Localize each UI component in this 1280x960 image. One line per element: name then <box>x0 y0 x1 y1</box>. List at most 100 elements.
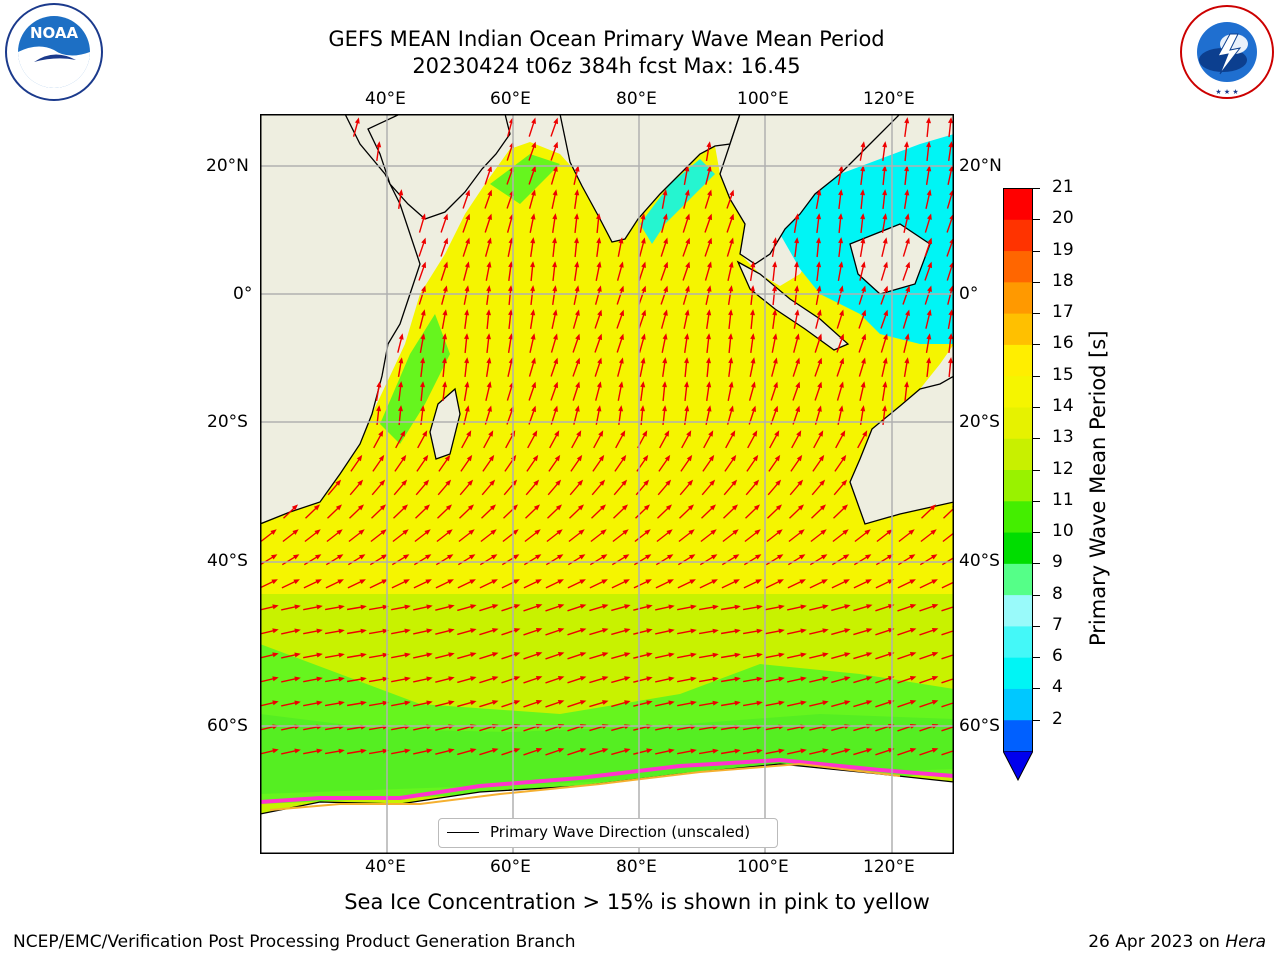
wave-arrow-head <box>844 652 851 658</box>
legend-line-swatch <box>447 832 479 833</box>
wave-arrow-head <box>686 454 693 462</box>
wave-arrow-head <box>800 652 807 658</box>
wave-arrow-head <box>752 430 758 437</box>
wave-arrow-head <box>864 529 871 535</box>
colorbar-tick-mark <box>1033 657 1040 659</box>
wave-arrow-head <box>866 700 873 705</box>
wave-arrow-head <box>712 652 719 658</box>
wave-arrow-head <box>624 748 631 754</box>
wave-arrow-head <box>706 141 712 148</box>
wave-arrow-head <box>926 357 932 364</box>
wave-arrow-head <box>535 604 543 609</box>
wave-arrow-head <box>574 189 580 196</box>
wave-arrow-head <box>706 333 711 340</box>
wave-arrow-head <box>420 309 426 316</box>
wave-arrow-head <box>822 652 829 658</box>
wave-arrow-head <box>707 213 712 221</box>
wave-arrow-head <box>470 628 477 634</box>
colorbar-segment <box>1003 500 1033 533</box>
wave-arrow-head <box>690 628 697 634</box>
wave-arrow-head <box>948 165 954 172</box>
wave-arrow-head <box>530 261 535 268</box>
wave-arrow-head <box>818 430 824 437</box>
wave-arrow-head <box>800 604 807 610</box>
wave-arrow-head <box>316 628 323 634</box>
wave-arrow-head <box>800 628 807 634</box>
wave-arrow-head <box>866 604 873 609</box>
wave-arrow-head <box>908 529 915 535</box>
wave-arrow-head <box>574 237 579 244</box>
wave-arrow-head <box>531 141 536 149</box>
wave-arrow-head <box>508 261 514 268</box>
wave-arrow-head <box>930 529 937 535</box>
wave-arrow-head <box>838 237 844 244</box>
wave-arrow-head <box>443 213 448 221</box>
wave-arrow-head <box>686 430 692 437</box>
noaa-logo-text: NOAA <box>30 24 79 42</box>
wave-arrow-head <box>575 309 580 316</box>
wave-arrow-head <box>774 430 780 437</box>
wave-arrow-head <box>400 430 406 437</box>
wave-arrow-shaft <box>942 532 954 543</box>
wave-arrow-head <box>690 700 697 706</box>
wave-arrow-head <box>882 213 888 220</box>
wave-arrow-head <box>642 454 649 462</box>
wave-arrow-head <box>380 529 387 535</box>
wave-arrow-head <box>821 579 828 585</box>
wave-arrow-head <box>643 504 650 511</box>
wave-arrow-head <box>819 479 826 486</box>
wave-arrow-head <box>557 700 565 705</box>
wave-arrow-head <box>401 504 408 511</box>
wave-direction-arrows <box>260 117 954 756</box>
wave-arrow-head <box>861 285 866 292</box>
colorbar-tick-mark <box>1033 625 1040 627</box>
wave-arrow-head <box>489 479 496 486</box>
wave-arrow-head <box>729 189 734 197</box>
wave-arrow-head <box>421 237 426 245</box>
wave-arrow-head <box>577 504 584 511</box>
wave-arrow-head <box>822 628 829 634</box>
wave-arrow-head <box>464 333 469 340</box>
wave-arrow-head <box>662 189 668 196</box>
wave-arrow-head <box>470 748 477 754</box>
wave-arrow-head <box>797 479 804 486</box>
colorbar-segment <box>1003 563 1033 596</box>
wave-arrow-head <box>514 700 521 705</box>
wave-arrow-head <box>667 579 674 585</box>
wave-arrow-head <box>712 700 719 706</box>
wave-arrow-head <box>294 700 301 706</box>
wave-arrow-head <box>839 333 844 341</box>
wave-arrow-head <box>883 333 888 340</box>
wave-arrow-head <box>817 333 822 340</box>
wave-arrow-head <box>575 333 580 341</box>
wave-arrow-head <box>662 357 668 364</box>
sea-ice-edge-inner <box>269 762 901 811</box>
wave-arrow-head <box>640 237 646 244</box>
wave-arrow-head <box>668 628 675 634</box>
wave-arrow-head <box>423 504 430 511</box>
wave-arrow-head <box>400 454 407 462</box>
wave-arrow-head <box>756 628 763 634</box>
wave-arrow-head <box>403 579 410 585</box>
wave-arrow-head <box>379 504 386 511</box>
wave-arrow-head <box>931 676 939 681</box>
wave-arrow-head <box>316 652 323 658</box>
wave-arrow-head <box>487 405 492 412</box>
wave-arrow-head <box>931 604 939 609</box>
wave-arrow-head <box>778 628 785 634</box>
wave-arrow-head <box>684 357 689 364</box>
wave-arrow-head <box>662 333 668 340</box>
wave-arrow-head <box>662 405 667 412</box>
wave-arrow-head <box>574 213 579 220</box>
wave-arrow-head <box>860 405 866 412</box>
wave-arrow-head <box>794 309 800 316</box>
wave-arrow-head <box>596 405 602 412</box>
wave-arrow-head <box>663 285 668 293</box>
wave-arrow-head <box>420 357 426 364</box>
wave-arrow-shaft <box>941 581 954 589</box>
wave-arrow-head <box>838 213 843 220</box>
wave-arrow-head <box>514 628 521 633</box>
wave-arrow-head <box>731 479 738 486</box>
wave-arrow-head <box>904 189 910 196</box>
footer-host: Hera <box>1225 932 1266 952</box>
